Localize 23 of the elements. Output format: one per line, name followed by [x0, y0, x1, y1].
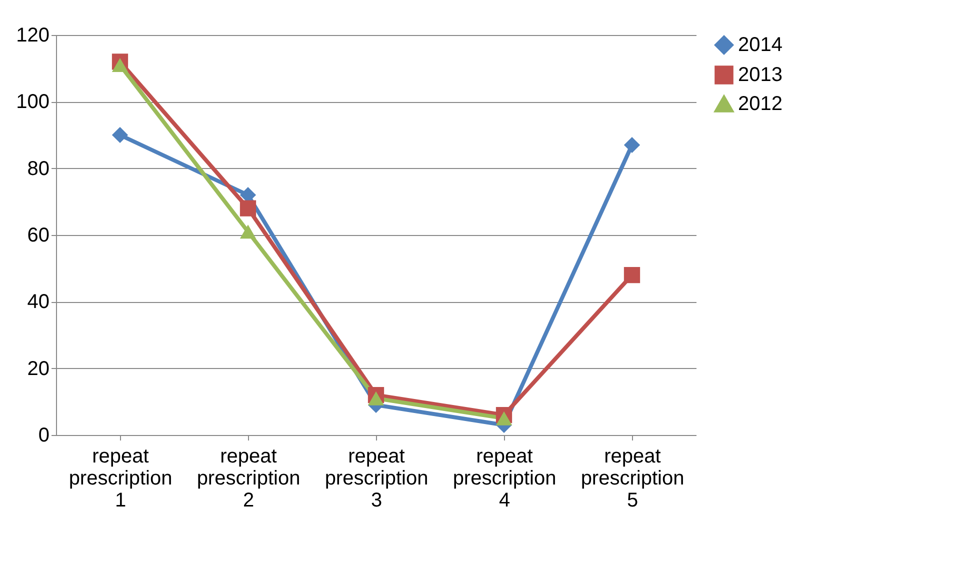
legend-label: 2014: [738, 34, 782, 56]
point: [624, 266, 640, 284]
y-tick-label: 100: [16, 91, 50, 114]
y-tick-label: 80: [27, 158, 50, 180]
y-tick-label: 60: [27, 224, 50, 246]
y-tick-label: 20: [27, 358, 50, 380]
point: [112, 126, 128, 144]
x-tick-label: repeat prescription 4: [452, 446, 556, 512]
x-tick-label: repeat prescription 1: [68, 446, 172, 512]
point: [112, 58, 128, 72]
x-tick-label: repeat prescription 2: [196, 446, 300, 512]
y-tick-label: 40: [27, 291, 50, 314]
x-tick-label: repeat prescription 3: [324, 446, 428, 512]
legend-label: 2012: [738, 93, 782, 115]
point: [240, 224, 256, 239]
point: [240, 200, 256, 216]
legend-label: 2013: [738, 64, 782, 86]
point: [368, 391, 384, 406]
point: [624, 136, 640, 154]
y-tick-label: 120: [16, 24, 50, 46]
point: [496, 411, 512, 426]
x-tick-label: repeat prescription 5: [580, 446, 684, 512]
y-tick-label: 0: [38, 424, 50, 446]
